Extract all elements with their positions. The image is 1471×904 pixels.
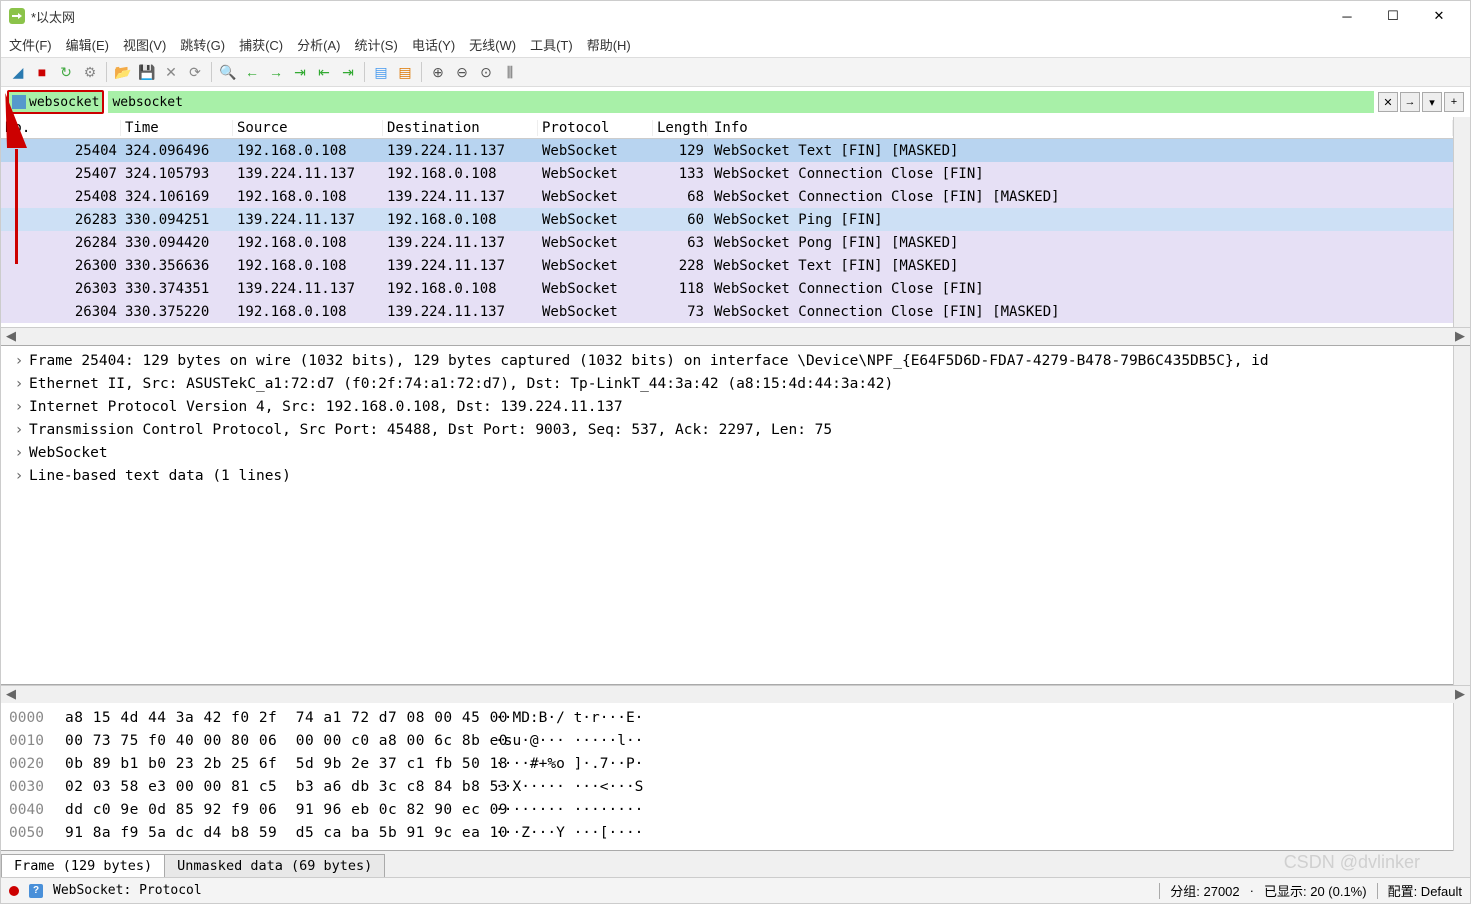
hex-vscroll[interactable]	[1453, 703, 1470, 851]
filter-text-sample: websocket	[29, 95, 99, 110]
maximize-button[interactable]: ☐	[1370, 1, 1416, 31]
menu-goto[interactable]: 跳转(G)	[180, 35, 225, 54]
detail-row[interactable]: ›Line-based text data (1 lines)	[9, 465, 1445, 488]
col-proto[interactable]: Protocol	[538, 120, 653, 136]
prev-icon[interactable]: ←	[241, 61, 263, 83]
filter-highlight-box: websocket	[7, 90, 104, 114]
next-icon[interactable]: →	[265, 61, 287, 83]
status-profile[interactable]: 配置: Default	[1388, 881, 1462, 900]
status-displayed: 已显示: 20 (0.1%)	[1264, 881, 1367, 900]
hex-row[interactable]: 001000 73 75 f0 40 00 80 06 00 00 c0 a8 …	[9, 730, 1445, 753]
packet-details-pane[interactable]: ›Frame 25404: 129 bytes on wire (1032 bi…	[1, 346, 1453, 685]
restart-capture-icon[interactable]: ↻	[55, 61, 77, 83]
menu-view[interactable]: 视图(V)	[123, 35, 166, 54]
window-title: *以太网	[31, 7, 1324, 26]
filter-bar: websocket ✕ → ▾ +	[1, 87, 1470, 117]
first-icon[interactable]: ⇤	[313, 61, 335, 83]
zoom-out-icon[interactable]: ⊖	[451, 61, 473, 83]
hex-row[interactable]: 003002 03 58 e3 00 00 81 c5 b3 a6 db 3c …	[9, 776, 1445, 799]
packet-list-pane: No. Time Source Destination Protocol Len…	[1, 117, 1470, 346]
add-filter-button[interactable]: +	[1444, 92, 1464, 112]
hex-row[interactable]: 0000a8 15 4d 44 3a 42 f0 2f 74 a1 72 d7 …	[9, 707, 1445, 730]
menu-file[interactable]: 文件(F)	[9, 35, 52, 54]
status-bar: ? WebSocket: Protocol 分组: 27002 · 已显示: 2…	[1, 877, 1470, 903]
detail-row[interactable]: ›WebSocket	[9, 442, 1445, 465]
menu-telephony[interactable]: 电话(Y)	[412, 35, 455, 54]
status-field: WebSocket: Protocol	[53, 883, 1149, 898]
help-icon[interactable]: ?	[29, 884, 43, 898]
menu-analyze[interactable]: 分析(A)	[297, 35, 340, 54]
start-capture-icon[interactable]: ◢	[7, 61, 29, 83]
col-info[interactable]: Info	[708, 120, 1453, 136]
annotation-arrow	[15, 149, 18, 264]
hex-row[interactable]: 0040dd c0 9e 0d 85 92 f9 06 91 96 eb 0c …	[9, 799, 1445, 822]
hex-row[interactable]: 005091 8a f9 5a dc d4 b8 59 d5 ca ba 5b …	[9, 822, 1445, 845]
tab-unmasked[interactable]: Unmasked data (69 bytes)	[164, 854, 385, 877]
toolbar: ◢ ■ ↻ ⚙ 📂 💾 ✕ ⟳ 🔍 ← → ⇥ ⇤ ⇥ ▤ ▤ ⊕ ⊖ ⊙ ⫼	[1, 57, 1470, 87]
detail-row[interactable]: ›Ethernet II, Src: ASUSTekC_a1:72:d7 (f0…	[9, 373, 1445, 396]
minimize-button[interactable]: ─	[1324, 1, 1370, 31]
menu-statistics[interactable]: 统计(S)	[354, 35, 397, 54]
table-row[interactable]: 25408324.106169192.168.0.108139.224.11.1…	[1, 185, 1453, 208]
menu-tools[interactable]: 工具(T)	[530, 35, 573, 54]
menubar: 文件(F) 编辑(E) 视图(V) 跳转(G) 捕获(C) 分析(A) 统计(S…	[1, 31, 1470, 57]
tab-frame[interactable]: Frame (129 bytes)	[1, 854, 165, 877]
table-row[interactable]: 26284330.094420192.168.0.108139.224.11.1…	[1, 231, 1453, 254]
status-packets: 分组: 27002	[1170, 881, 1239, 900]
status-dot: ·	[1250, 883, 1254, 898]
details-hscroll[interactable]: ◀▶	[1, 685, 1470, 703]
filter-history-icon[interactable]: ▾	[1422, 92, 1442, 112]
autoscroll-icon[interactable]: ▤	[370, 61, 392, 83]
options-icon[interactable]: ⚙	[79, 61, 101, 83]
col-time[interactable]: Time	[121, 120, 233, 136]
detail-row[interactable]: ›Internet Protocol Version 4, Src: 192.1…	[9, 396, 1445, 419]
table-row[interactable]: 25407324.105793139.224.11.137192.168.0.1…	[1, 162, 1453, 185]
menu-wireless[interactable]: 无线(W)	[469, 35, 516, 54]
find-icon[interactable]: 🔍	[217, 61, 239, 83]
bytes-tabs: Frame (129 bytes) Unmasked data (69 byte…	[1, 851, 1470, 877]
zoom-in-icon[interactable]: ⊕	[427, 61, 449, 83]
col-source[interactable]: Source	[233, 120, 383, 136]
hex-row[interactable]: 00200b 89 b1 b0 23 2b 25 6f 5d 9b 2e 37 …	[9, 753, 1445, 776]
menu-help[interactable]: 帮助(H)	[587, 35, 631, 54]
save-icon[interactable]: 💾	[136, 61, 158, 83]
packet-list-header: No. Time Source Destination Protocol Len…	[1, 117, 1453, 139]
stop-capture-icon[interactable]: ■	[31, 61, 53, 83]
close-file-icon[interactable]: ✕	[160, 61, 182, 83]
hex-dump-pane[interactable]: 0000a8 15 4d 44 3a 42 f0 2f 74 a1 72 d7 …	[1, 703, 1453, 851]
close-button[interactable]: ✕	[1416, 1, 1462, 31]
col-length[interactable]: Length	[653, 120, 708, 136]
clear-filter-icon[interactable]: ✕	[1378, 92, 1398, 112]
table-row[interactable]: 26304330.375220192.168.0.108139.224.11.1…	[1, 300, 1453, 323]
resize-cols-icon[interactable]: ⫼	[499, 61, 521, 83]
detail-row[interactable]: ›Frame 25404: 129 bytes on wire (1032 bi…	[9, 350, 1445, 373]
app-icon	[9, 8, 25, 24]
table-row[interactable]: 26303330.374351139.224.11.137192.168.0.1…	[1, 277, 1453, 300]
detail-row[interactable]: ›Transmission Control Protocol, Src Port…	[9, 419, 1445, 442]
reload-icon[interactable]: ⟳	[184, 61, 206, 83]
zoom-reset-icon[interactable]: ⊙	[475, 61, 497, 83]
menu-capture[interactable]: 捕获(C)	[239, 35, 283, 54]
table-row[interactable]: 26283330.094251139.224.11.137192.168.0.1…	[1, 208, 1453, 231]
expert-info-icon[interactable]	[9, 886, 19, 896]
titlebar: *以太网 ─ ☐ ✕	[1, 1, 1470, 31]
packet-vscroll[interactable]	[1453, 117, 1470, 327]
display-filter-input[interactable]	[108, 91, 1374, 113]
details-vscroll[interactable]	[1453, 346, 1470, 685]
goto-icon[interactable]: ⇥	[289, 61, 311, 83]
apply-filter-icon[interactable]: →	[1400, 92, 1420, 112]
packet-list-body[interactable]: 25404324.096496192.168.0.108139.224.11.1…	[1, 139, 1453, 327]
table-row[interactable]: 26300330.356636192.168.0.108139.224.11.1…	[1, 254, 1453, 277]
table-row[interactable]: 25404324.096496192.168.0.108139.224.11.1…	[1, 139, 1453, 162]
colorize-icon[interactable]: ▤	[394, 61, 416, 83]
col-dest[interactable]: Destination	[383, 120, 538, 136]
open-icon[interactable]: 📂	[112, 61, 134, 83]
menu-edit[interactable]: 编辑(E)	[66, 35, 109, 54]
last-icon[interactable]: ⇥	[337, 61, 359, 83]
packet-hscroll[interactable]: ◀▶	[1, 327, 1470, 345]
